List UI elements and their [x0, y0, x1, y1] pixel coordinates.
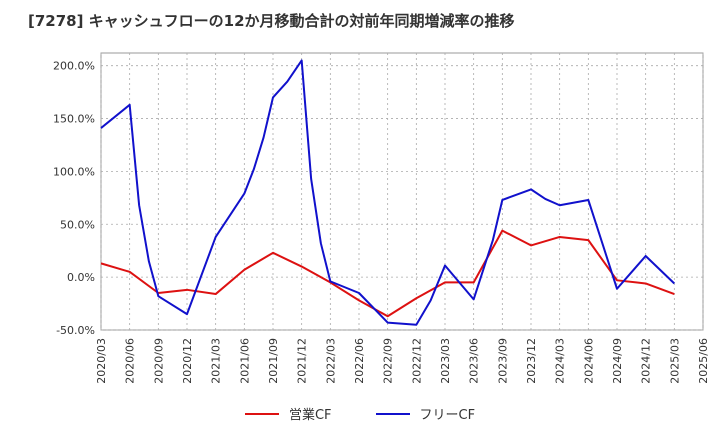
legend-label-operating-cf: 営業CF: [288, 408, 332, 423]
series-0-point-3: [186, 289, 188, 291]
series-1-point-1: [129, 104, 131, 106]
series-1-point-29: [616, 288, 618, 290]
y-tick-label: 50.0%: [60, 218, 95, 231]
x-tick-label: 2022/03: [324, 338, 337, 384]
x-tick-label: 2025/03: [668, 338, 681, 384]
series-0-point-7: [301, 266, 303, 268]
series-0-point-12: [444, 281, 446, 283]
x-tick-label: 2023/09: [496, 338, 509, 384]
x-tick-label: 2021/09: [267, 338, 280, 384]
x-tick-label: 2025/06: [697, 338, 710, 384]
series-1-point-27: [587, 199, 589, 201]
series-0-point-9: [358, 299, 360, 301]
y-tick-label: 200.0%: [53, 60, 95, 73]
series-0-point-10: [387, 315, 389, 317]
x-tick-label: 2024/12: [640, 338, 653, 384]
y-axis-ticks: 200.0% 150.0% 100.0% 50.0% 0.0% -50.0%: [53, 60, 95, 337]
x-tick-label: 2020/12: [181, 338, 194, 384]
series-1-point-22: [492, 239, 494, 241]
series-0-point-17: [587, 239, 589, 241]
series-1-point-7: [243, 193, 245, 195]
y-tick-label: 100.0%: [53, 165, 95, 178]
series-1-point-15: [329, 280, 331, 282]
x-tick-label: 2021/03: [210, 338, 223, 384]
x-tick-label: 2020/06: [124, 338, 137, 384]
x-tick-label: 2022/09: [382, 338, 395, 384]
series-1-point-28: [602, 243, 604, 245]
series-1-point-31: [673, 282, 675, 284]
x-tick-label: 2020/09: [152, 338, 165, 384]
series-1-point-13: [310, 178, 312, 180]
series-0-point-13: [473, 281, 475, 283]
series-1-point-16: [358, 292, 360, 294]
series-1-point-10: [272, 96, 274, 98]
x-tick-label: 2021/06: [238, 338, 251, 384]
legend-item-free-cf: フリーCF: [375, 404, 476, 423]
x-tick-label: 2023/12: [525, 338, 538, 384]
series-1-point-3: [148, 260, 150, 262]
x-axis-ticks: 2020/03 2020/06 2020/09 2020/12 2021/03 2021/…: [95, 338, 710, 384]
series-1-point-26: [559, 204, 561, 206]
series-1-point-17: [387, 322, 389, 324]
y-tick-label: 0.0%: [67, 271, 95, 284]
y-tick-label: 150.0%: [53, 113, 95, 126]
series-1-point-12: [301, 59, 303, 61]
series-0-point-14: [501, 230, 503, 232]
x-tick-label: 2020/03: [95, 338, 108, 384]
series-1-point-14: [320, 242, 322, 244]
series-1-point-19: [430, 299, 432, 301]
x-tick-label: 2024/09: [611, 338, 624, 384]
series-0-point-11: [415, 297, 417, 299]
series-1-point-6: [215, 236, 217, 238]
x-tick-label: 2024/03: [554, 338, 567, 384]
legend-swatch-operating-cf: [244, 412, 279, 415]
x-tick-label: 2023/06: [468, 338, 481, 384]
series-1-point-21: [473, 298, 475, 300]
series-0-point-1: [129, 271, 131, 273]
series-1-point-5: [186, 313, 188, 315]
series-1-point-25: [544, 198, 546, 200]
series-0-point-19: [645, 282, 647, 284]
series-0-point-5: [243, 269, 245, 271]
x-tick-label: 2022/06: [353, 338, 366, 384]
series-0-point-16: [559, 236, 561, 238]
series-0-point-15: [530, 244, 532, 246]
series-0-point-4: [215, 293, 217, 295]
series-1-point-23: [501, 199, 503, 201]
chart-title: [7278] キャッシュフローの12か月移動合計の対前年同期増減率の推移: [28, 12, 515, 30]
legend: 営業CF フリーCF: [0, 404, 720, 423]
series-1-point-18: [415, 324, 417, 326]
series-1-point-9: [263, 137, 265, 139]
x-tick-label: 2024/06: [582, 338, 595, 384]
plot-frame: [100, 52, 704, 331]
legend-swatch-free-cf: [375, 412, 410, 415]
series-0-point-6: [272, 252, 274, 254]
series-1-point-8: [253, 168, 255, 170]
series-1-point-11: [286, 81, 288, 83]
series-line-1: [100, 59, 676, 326]
legend-item-operating-cf: 営業CF: [244, 404, 332, 423]
legend-label-free-cf: フリーCF: [419, 408, 476, 423]
series-lines: [100, 59, 676, 326]
series-1-point-2: [138, 204, 140, 206]
series-1-point-24: [530, 188, 532, 190]
y-tick-label: -50.0%: [56, 324, 95, 337]
series-1-point-0: [100, 127, 102, 129]
grid-lines: [100, 53, 704, 331]
series-1-point-30: [645, 255, 647, 257]
x-tick-label: 2022/12: [410, 338, 423, 384]
series-1-point-20: [444, 265, 446, 267]
series-0-point-0: [100, 262, 102, 264]
series-1-point-4: [157, 295, 159, 297]
x-tick-label: 2021/12: [296, 338, 309, 384]
series-0-point-20: [673, 293, 675, 295]
x-tick-label: 2023/03: [439, 338, 452, 384]
series-0-point-18: [616, 279, 618, 281]
